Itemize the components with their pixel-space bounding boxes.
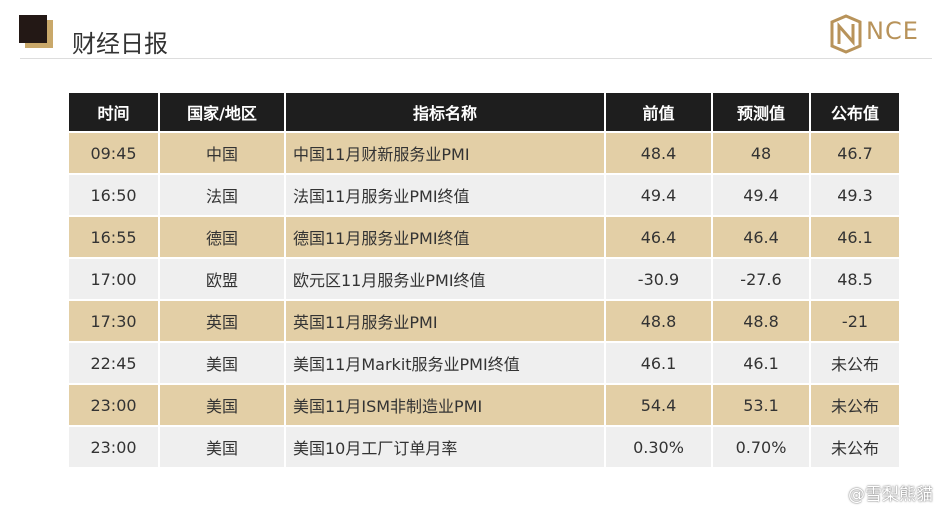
table-cell: 0.30% <box>604 425 713 469</box>
table-cell: 16:55 <box>67 215 160 259</box>
table-row: 22:45 美国 美国11月Markit服务业PMI终值 46.1 46.1 未公布 <box>67 341 901 385</box>
page-title: 财经日报 <box>72 30 168 58</box>
table-cell: 未公布 <box>809 341 901 385</box>
table-cell: 46.1 <box>711 341 811 385</box>
table-cell: 46.7 <box>809 131 901 175</box>
table-cell: 英国 <box>158 299 286 343</box>
table-cell: 53.1 <box>711 383 811 427</box>
column-header: 时间 <box>67 91 160 133</box>
table-cell: 46.4 <box>604 215 713 259</box>
table-cell: 48.8 <box>711 299 811 343</box>
table-cell: 48.5 <box>809 257 901 301</box>
table-cell: 46.1 <box>809 215 901 259</box>
table-cell: 48 <box>711 131 811 175</box>
table-cell: 欧元区11月服务业PMI终值 <box>284 257 606 301</box>
table-cell: 法国 <box>158 173 286 217</box>
table-body: 09:45 中国 中国11月财新服务业PMI 48.4 48 46.7 16:50 法国 法国1… <box>67 131 901 469</box>
table-cell: 46.4 <box>711 215 811 259</box>
table-cell: 16:50 <box>67 173 160 217</box>
table-cell: 17:00 <box>67 257 160 301</box>
table-cell: 德国11月服务业PMI终值 <box>284 215 606 259</box>
watermark: @雪梨熊貓 <box>848 485 933 505</box>
table-cell: 17:30 <box>67 299 160 343</box>
table-cell: 22:45 <box>67 341 160 385</box>
column-header: 前值 <box>604 91 713 133</box>
header-row: 时间 国家/地区 指标名称 前值 预测值 公布值 <box>67 91 901 133</box>
table-row: 09:45 中国 中国11月财新服务业PMI 48.4 48 46.7 <box>67 131 901 175</box>
column-header: 国家/地区 <box>158 91 286 133</box>
table-cell: -30.9 <box>604 257 713 301</box>
table-cell: 美国11月Markit服务业PMI终值 <box>284 341 606 385</box>
table-cell: 23:00 <box>67 425 160 469</box>
table-row: 16:50 法国 法国11月服务业PMI终值 49.4 49.4 49.3 <box>67 173 901 217</box>
table-cell: 未公布 <box>809 383 901 427</box>
table-row: 16:55 德国 德国11月服务业PMI终值 46.4 46.4 46.1 <box>67 215 901 259</box>
table-row: 23:00 美国 美国11月ISM非制造业PMI 54.4 53.1 未公布 <box>67 383 901 427</box>
table-cell: 54.4 <box>604 383 713 427</box>
table-cell: 48.4 <box>604 131 713 175</box>
table-row: 17:30 英国 英国11月服务业PMI 48.8 48.8 -21 <box>67 299 901 343</box>
table-cell: 德国 <box>158 215 286 259</box>
table-cell: 中国 <box>158 131 286 175</box>
table-cell: 美国11月ISM非制造业PMI <box>284 383 606 427</box>
table-cell: 美国 <box>158 383 286 427</box>
table-cell: -27.6 <box>711 257 811 301</box>
table-cell: 未公布 <box>809 425 901 469</box>
table-row: 17:00 欧盟 欧元区11月服务业PMI终值 -30.9 -27.6 48.5 <box>67 257 901 301</box>
data-table: 时间 国家/地区 指标名称 前值 预测值 公布值 09:45 中国 中国11月财新服务业PMI… <box>67 91 901 469</box>
table-cell: 49.4 <box>604 173 713 217</box>
table-cell: 法国11月服务业PMI终值 <box>284 173 606 217</box>
table-row: 23:00 美国 美国10月工厂订单月率 0.30% 0.70% 未公布 <box>67 425 901 469</box>
table-cell: 49.3 <box>809 173 901 217</box>
table-cell: 49.4 <box>711 173 811 217</box>
table-cell: 0.70% <box>711 425 811 469</box>
header-decor <box>19 15 47 43</box>
table-cell: 09:45 <box>67 131 160 175</box>
column-header: 预测值 <box>711 91 811 133</box>
header-rule <box>20 58 932 59</box>
table-cell: 美国10月工厂订单月率 <box>284 425 606 469</box>
table-cell: 英国11月服务业PMI <box>284 299 606 343</box>
column-header: 公布值 <box>809 91 901 133</box>
table-cell: 46.1 <box>604 341 713 385</box>
table-cell: 欧盟 <box>158 257 286 301</box>
logo-icon <box>830 14 862 54</box>
table-cell: 中国11月财新服务业PMI <box>284 131 606 175</box>
table-cell: 美国 <box>158 341 286 385</box>
table-cell: 23:00 <box>67 383 160 427</box>
table-cell: -21 <box>809 299 901 343</box>
column-header: 指标名称 <box>284 91 606 133</box>
logo-text: NCE <box>866 17 919 45</box>
table-cell: 48.8 <box>604 299 713 343</box>
table-cell: 美国 <box>158 425 286 469</box>
